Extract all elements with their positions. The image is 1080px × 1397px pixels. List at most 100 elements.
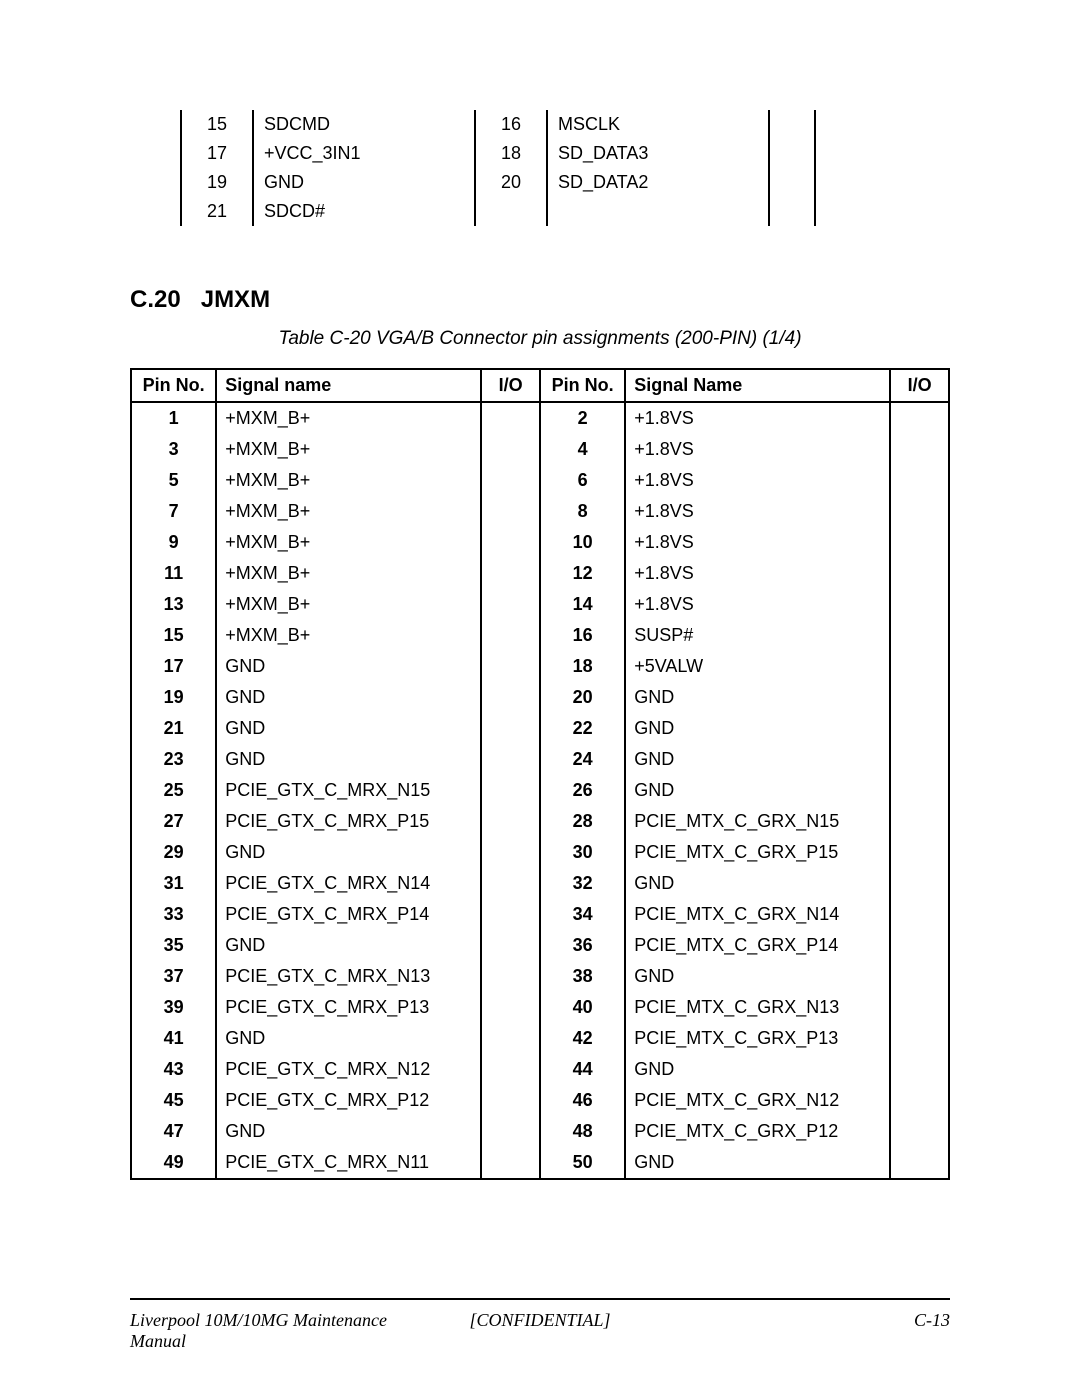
table-row: 21GND22GND bbox=[131, 713, 949, 744]
table-row: 5+MXM_B+ 6+1.8VS bbox=[131, 465, 949, 496]
cell-pin: 3 bbox=[131, 434, 216, 465]
cell-pin: 34 bbox=[540, 899, 625, 930]
cell-signal: +MXM_B+ bbox=[216, 527, 481, 558]
table-row: 41GND42PCIE_MTX_C_GRX_P13 bbox=[131, 1023, 949, 1054]
cell-pin: 19 bbox=[181, 168, 253, 197]
col-pin-b: Pin No. bbox=[540, 369, 625, 402]
cell-signal: PCIE_GTX_C_MRX_N11 bbox=[216, 1147, 481, 1179]
cell-io bbox=[890, 837, 949, 868]
cell-io bbox=[481, 496, 540, 527]
cell-io bbox=[890, 496, 949, 527]
col-pin-a: Pin No. bbox=[131, 369, 216, 402]
cell-io bbox=[481, 651, 540, 682]
cell-io bbox=[890, 465, 949, 496]
table-row: 19GND20GND bbox=[131, 682, 949, 713]
cell-io bbox=[890, 651, 949, 682]
cell-pin: 12 bbox=[540, 558, 625, 589]
cell-signal: PCIE_MTX_C_GRX_N12 bbox=[625, 1085, 890, 1116]
cell-signal: +1.8VS bbox=[625, 402, 890, 434]
cell-signal: +1.8VS bbox=[625, 589, 890, 620]
cell-signal: +1.8VS bbox=[625, 558, 890, 589]
cell-io bbox=[481, 402, 540, 434]
cell-io bbox=[481, 775, 540, 806]
cell-signal: GND bbox=[625, 961, 890, 992]
cell-pin: 27 bbox=[131, 806, 216, 837]
cell-signal: SUSP# bbox=[625, 620, 890, 651]
cell-io bbox=[890, 620, 949, 651]
cell-io bbox=[481, 1023, 540, 1054]
cell-io bbox=[481, 868, 540, 899]
cell-pin: 15 bbox=[131, 620, 216, 651]
cell-signal: PCIE_GTX_C_MRX_P12 bbox=[216, 1085, 481, 1116]
cell-io bbox=[481, 1054, 540, 1085]
cell-pin: 19 bbox=[131, 682, 216, 713]
table-row: 11+MXM_B+12+1.8VS bbox=[131, 558, 949, 589]
cell-spacer bbox=[769, 197, 815, 226]
cell-signal: PCIE_GTX_C_MRX_N12 bbox=[216, 1054, 481, 1085]
cell-signal: +5VALW bbox=[625, 651, 890, 682]
cell-io bbox=[890, 930, 949, 961]
cell-io bbox=[724, 168, 769, 197]
cell-signal: PCIE_GTX_C_MRX_N15 bbox=[216, 775, 481, 806]
cell-signal: +MXM_B+ bbox=[216, 465, 481, 496]
table-row: 37PCIE_GTX_C_MRX_N1338GND bbox=[131, 961, 949, 992]
cell-io bbox=[481, 744, 540, 775]
cell-io bbox=[890, 1147, 949, 1179]
cell-io bbox=[481, 837, 540, 868]
cell-signal: PCIE_GTX_C_MRX_P15 bbox=[216, 806, 481, 837]
cell-pin: 29 bbox=[131, 837, 216, 868]
cell-signal: GND bbox=[625, 744, 890, 775]
cell-io bbox=[890, 868, 949, 899]
cell-pin: 6 bbox=[540, 465, 625, 496]
cell-pin: 16 bbox=[540, 620, 625, 651]
cell-signal: PCIE_MTX_C_GRX_P14 bbox=[625, 930, 890, 961]
cell-pin: 22 bbox=[540, 713, 625, 744]
col-io-a: I/O bbox=[481, 369, 540, 402]
cell-pin: 38 bbox=[540, 961, 625, 992]
cell-pin bbox=[475, 197, 547, 226]
col-signal-a: Signal name bbox=[216, 369, 481, 402]
cell-io bbox=[481, 992, 540, 1023]
cell-signal: GND bbox=[216, 682, 481, 713]
cell-io bbox=[481, 806, 540, 837]
cell-signal: +1.8VS bbox=[625, 434, 890, 465]
cell-io bbox=[430, 110, 475, 139]
cell-io bbox=[890, 589, 949, 620]
cell-pin: 42 bbox=[540, 1023, 625, 1054]
cell-io bbox=[890, 775, 949, 806]
cell-io bbox=[481, 961, 540, 992]
page: 15SDCMD16MSCLK17+VCC_3IN118SD_DATA319GND… bbox=[0, 0, 1080, 1397]
cell-pin: 23 bbox=[131, 744, 216, 775]
cell-signal: GND bbox=[625, 1054, 890, 1085]
cell-pin: 50 bbox=[540, 1147, 625, 1179]
cell-signal: +MXM_B+ bbox=[216, 589, 481, 620]
cell-pin: 47 bbox=[131, 1116, 216, 1147]
cell-signal: PCIE_MTX_C_GRX_P13 bbox=[625, 1023, 890, 1054]
cell-signal: PCIE_MTX_C_GRX_N13 bbox=[625, 992, 890, 1023]
cell-signal: GND bbox=[625, 682, 890, 713]
cell-pin: 5 bbox=[131, 465, 216, 496]
cell-io bbox=[890, 1085, 949, 1116]
cell-signal: +MXM_B+ bbox=[216, 620, 481, 651]
table-header-row: Pin No. Signal name I/O Pin No. Signal N… bbox=[131, 369, 949, 402]
cell-pin: 46 bbox=[540, 1085, 625, 1116]
cell-io bbox=[890, 1116, 949, 1147]
page-footer: Liverpool 10M/10MG Maintenance Manual [C… bbox=[130, 1298, 950, 1352]
cell-signal: GND bbox=[216, 651, 481, 682]
table-row: 3+MXM_B+4+1.8VS bbox=[131, 434, 949, 465]
cell-pin: 35 bbox=[131, 930, 216, 961]
cell-io bbox=[481, 434, 540, 465]
section-heading: C.20 JMXM bbox=[130, 286, 950, 314]
table-row: 45PCIE_GTX_C_MRX_P1246PCIE_MTX_C_GRX_N12 bbox=[131, 1085, 949, 1116]
main-table: Pin No. Signal name I/O Pin No. Signal N… bbox=[130, 368, 950, 1180]
table-row: 23GND24GND bbox=[131, 744, 949, 775]
cell-signal: GND bbox=[253, 168, 430, 197]
cell-signal: SDCD# bbox=[253, 197, 430, 226]
table-row: 15+MXM_B+ 16SUSP# bbox=[131, 620, 949, 651]
cell-pin: 49 bbox=[131, 1147, 216, 1179]
cell-signal: +1.8VS bbox=[625, 465, 890, 496]
cell-signal: GND bbox=[216, 1116, 481, 1147]
cell-signal: PCIE_GTX_C_MRX_P13 bbox=[216, 992, 481, 1023]
cell-io bbox=[481, 589, 540, 620]
cell-pin: 40 bbox=[540, 992, 625, 1023]
